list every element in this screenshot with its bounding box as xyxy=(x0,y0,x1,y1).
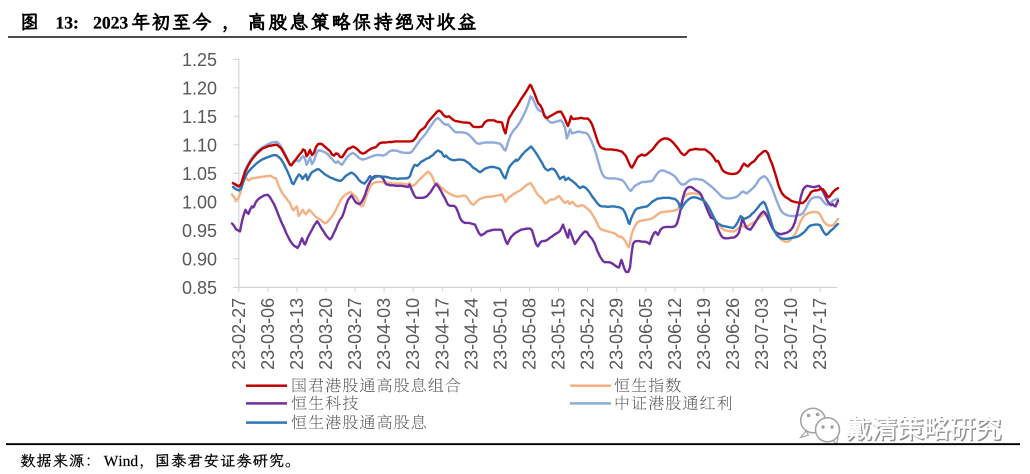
svg-text:23-07-03: 23-07-03 xyxy=(752,298,772,370)
svg-text:23-04-10: 23-04-10 xyxy=(403,298,423,370)
svg-text:23-03-13: 23-03-13 xyxy=(287,298,307,370)
svg-text:1.10: 1.10 xyxy=(182,135,217,155)
svg-text:23-06-19: 23-06-19 xyxy=(694,298,714,370)
svg-text:23-05-15: 23-05-15 xyxy=(549,298,569,370)
svg-text:23-03-06: 23-03-06 xyxy=(258,298,278,370)
svg-text:23-07-17: 23-07-17 xyxy=(810,298,830,370)
svg-text:0.90: 0.90 xyxy=(182,249,217,269)
svg-text:23-05-08: 23-05-08 xyxy=(520,298,540,370)
svg-text:1.15: 1.15 xyxy=(182,107,217,127)
svg-text:1.00: 1.00 xyxy=(182,192,217,212)
svg-text:23-05-22: 23-05-22 xyxy=(578,298,598,370)
svg-text:23-02-27: 23-02-27 xyxy=(229,298,249,370)
svg-text:23-05-29: 23-05-29 xyxy=(607,298,627,370)
svg-text:23-07-10: 23-07-10 xyxy=(781,298,801,370)
svg-text:23-06-05: 23-06-05 xyxy=(636,298,656,370)
svg-text:0.85: 0.85 xyxy=(182,278,217,298)
svg-text:1.05: 1.05 xyxy=(182,164,217,184)
svg-text:23-06-12: 23-06-12 xyxy=(665,298,685,370)
svg-text:23-04-03: 23-04-03 xyxy=(374,298,394,370)
svg-text:1.20: 1.20 xyxy=(182,78,217,98)
svg-text:23-04-24: 23-04-24 xyxy=(461,298,481,370)
svg-text:0.95: 0.95 xyxy=(182,221,217,241)
svg-text:23-06-26: 23-06-26 xyxy=(723,298,743,370)
svg-text:23-05-01: 23-05-01 xyxy=(490,298,510,370)
svg-text:23-03-27: 23-03-27 xyxy=(345,298,365,370)
svg-text:1.25: 1.25 xyxy=(182,50,217,70)
svg-text:23-04-17: 23-04-17 xyxy=(432,298,452,370)
svg-text:23-03-20: 23-03-20 xyxy=(316,298,336,370)
